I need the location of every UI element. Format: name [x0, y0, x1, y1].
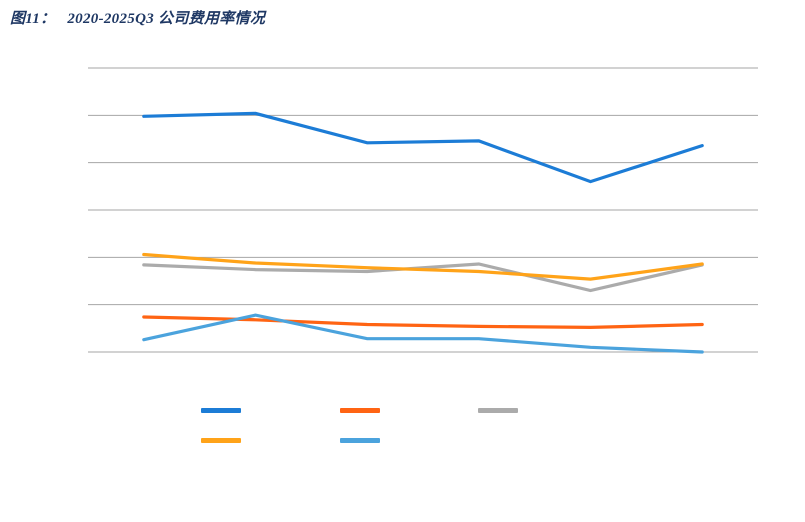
figure-number-label: 图11： [10, 11, 56, 27]
figure-title-text: 2020-2025Q3 公司费用率情况 [67, 11, 266, 27]
series-line-amber [142, 252, 704, 281]
figure-title: 图11： 2020-2025Q3 公司费用率情况 [10, 7, 265, 28]
series-line-blue [142, 111, 704, 184]
series-line-gray [142, 262, 704, 293]
series-line-light_blue [142, 313, 704, 354]
